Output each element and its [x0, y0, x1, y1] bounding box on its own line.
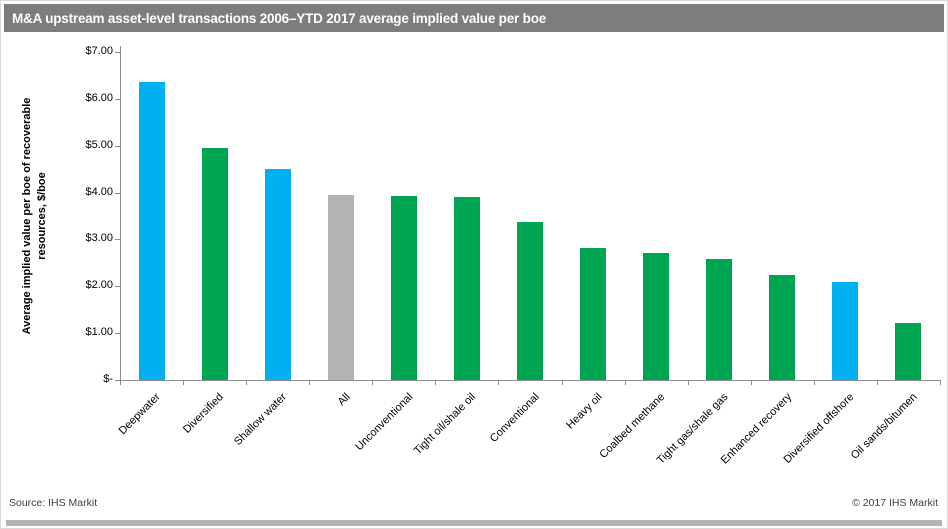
y-tick-mark	[115, 239, 120, 241]
x-category-label: Unconventional	[353, 391, 416, 454]
x-tick-mark	[876, 381, 878, 385]
bar	[517, 221, 543, 380]
bar	[580, 247, 607, 380]
x-tick-mark	[435, 381, 437, 385]
bar	[201, 148, 228, 380]
y-axis-title: Average implied value per boe of recover…	[20, 98, 50, 335]
y-tick-mark	[115, 286, 120, 288]
y-tick-mark	[115, 333, 120, 335]
x-tick-mark	[561, 381, 563, 385]
y-tick-label: $5.00	[85, 138, 113, 151]
y-axis-line	[120, 46, 121, 380]
bar	[895, 323, 922, 380]
bar	[453, 197, 480, 380]
x-axis-line	[120, 380, 941, 381]
y-tick-label: $-	[103, 373, 113, 385]
x-tick-mark	[498, 381, 500, 385]
y-tick-label: $7.00	[85, 45, 113, 57]
y-tick-mark	[115, 192, 120, 194]
bar	[769, 274, 796, 380]
y-tick-label: $3.00	[85, 232, 113, 245]
x-category-label: Conventional	[487, 391, 542, 445]
x-tick-mark	[624, 381, 626, 385]
x-category-label: All	[335, 391, 353, 409]
x-category-label: Deepwater	[116, 391, 164, 438]
bar	[706, 259, 733, 380]
bar	[643, 253, 670, 380]
x-tick-mark	[183, 381, 185, 385]
x-category-label: Heavy oil	[564, 391, 605, 432]
y-tick-label: $2.00	[85, 279, 113, 292]
y-tick-mark	[115, 380, 120, 381]
y-tick-label: $4.00	[85, 185, 113, 198]
bar	[138, 82, 165, 380]
y-tick-label: $1.00	[85, 326, 113, 339]
y-tick-mark	[115, 98, 120, 100]
x-tick-mark	[813, 381, 815, 385]
chart-title-bar: M&A upstream asset-level transactions 20…	[4, 4, 944, 32]
x-tick-mark	[940, 381, 941, 385]
y-tick-label: $6.00	[85, 91, 113, 104]
x-tick-mark	[687, 381, 689, 385]
x-tick-mark	[309, 381, 311, 385]
bar	[327, 194, 354, 380]
y-axis-title-line1: Average implied value per boe of recover…	[21, 97, 34, 335]
chart-title: M&A upstream asset-level transactions 20…	[12, 10, 547, 26]
x-tick-mark	[120, 381, 121, 385]
x-category-label: Tight gas/shale gas	[655, 391, 731, 467]
x-category-label: Diversified	[181, 391, 227, 436]
bottom-accent-bar	[6, 520, 942, 526]
x-category-label: Oil sands/bitumen	[849, 391, 920, 462]
x-tick-mark	[246, 381, 248, 385]
copyright-note: © 2017 IHS Markit	[852, 497, 938, 509]
x-tick-mark	[372, 381, 374, 385]
x-tick-mark	[750, 381, 752, 385]
x-category-label: Coalbed methane	[597, 391, 668, 461]
source-note: Source: IHS Markit	[9, 497, 98, 509]
y-axis-title-line2: resources, $/boe	[36, 172, 48, 260]
bar	[264, 169, 291, 380]
x-category-label: Tight oil/shale oil	[412, 391, 479, 458]
x-category-label: Diversified offshore	[781, 391, 857, 466]
bar	[390, 195, 417, 380]
bar	[832, 281, 859, 380]
x-category-label: Shallow water	[232, 391, 290, 448]
y-tick-mark	[115, 145, 120, 147]
y-tick-mark	[115, 52, 120, 53]
